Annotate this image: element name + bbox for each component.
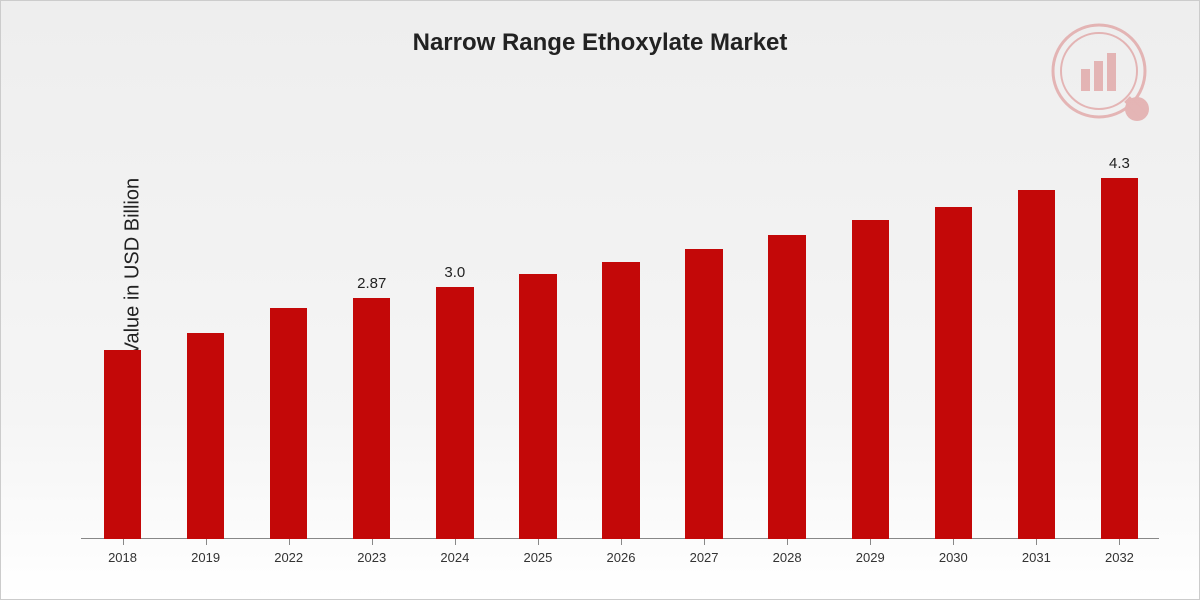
bar <box>685 249 722 539</box>
x-axis-tick-label: 2029 <box>856 550 885 565</box>
bar <box>602 262 639 539</box>
x-tick <box>123 539 124 545</box>
bar-value-label: 4.3 <box>1109 155 1130 172</box>
x-axis-tick-label: 2025 <box>523 550 552 565</box>
x-tick <box>455 539 456 545</box>
x-tick <box>704 539 705 545</box>
bar <box>768 235 805 539</box>
x-tick <box>953 539 954 545</box>
x-tick <box>538 539 539 545</box>
watermark-icon <box>1049 21 1159 131</box>
x-axis-tick-label: 2030 <box>939 550 968 565</box>
x-tick <box>206 539 207 545</box>
x-axis-tick-label: 2026 <box>607 550 636 565</box>
bar <box>935 207 972 539</box>
watermark-logo <box>1049 21 1159 136</box>
bar-value-label: 2.87 <box>357 275 386 292</box>
x-axis-tick-label: 2022 <box>274 550 303 565</box>
x-tick <box>372 539 373 545</box>
x-tick <box>1119 539 1120 545</box>
x-tick <box>787 539 788 545</box>
x-tick <box>870 539 871 545</box>
bar <box>436 287 473 539</box>
chart-container: Narrow Range Ethoxylate Market Market Va… <box>0 0 1200 600</box>
x-tick <box>621 539 622 545</box>
bar <box>852 220 889 539</box>
x-axis-tick-label: 2027 <box>690 550 719 565</box>
bar <box>519 274 556 539</box>
bar <box>353 298 390 539</box>
x-tick <box>289 539 290 545</box>
x-axis-tick-label: 2032 <box>1105 550 1134 565</box>
chart-title: Narrow Range Ethoxylate Market <box>1 29 1199 57</box>
bar-value-label: 3.0 <box>444 264 465 281</box>
bar <box>1101 178 1138 539</box>
bar <box>270 308 307 539</box>
bar <box>1018 190 1055 539</box>
bar <box>187 333 224 539</box>
x-axis-tick-label: 2018 <box>108 550 137 565</box>
bar <box>104 350 141 539</box>
x-axis-tick-label: 2028 <box>773 550 802 565</box>
x-tick <box>1036 539 1037 545</box>
x-axis-tick-label: 2019 <box>191 550 220 565</box>
x-axis-tick-label: 2024 <box>440 550 469 565</box>
plot-area: 20182019202220232.8720243.02025202620272… <box>81 121 1159 539</box>
x-axis-tick-label: 2031 <box>1022 550 1051 565</box>
x-axis-tick-label: 2023 <box>357 550 386 565</box>
